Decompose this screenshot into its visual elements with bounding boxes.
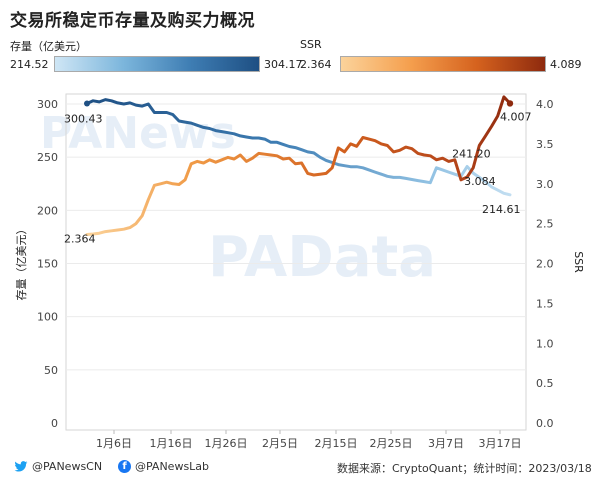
chart-canvas: PANews PAData 0 50 100 150 200 250 300 0.0 0.5 1.0… bbox=[14, 93, 585, 450]
x-tick-label: 1月26日 bbox=[205, 437, 248, 450]
left-axis-title: 存量（亿美元） bbox=[14, 224, 28, 301]
ssr-gradient-bar bbox=[340, 56, 546, 72]
right-tick-label: 3.5 bbox=[536, 138, 554, 151]
x-tick-label: 2月15日 bbox=[315, 437, 358, 450]
ssr-series-line bbox=[85, 95, 512, 236]
facebook-handle[interactable]: f @PANewsLab bbox=[118, 460, 209, 473]
stock-series-line bbox=[85, 98, 512, 197]
right-axis-title: SSR bbox=[572, 251, 585, 273]
data-source: 数据来源：CryptoQuant；统计时间：2023/03/18 bbox=[337, 460, 592, 476]
twitter-handle-text: @PANewsCN bbox=[32, 460, 103, 473]
x-tick-label: 2月5日 bbox=[262, 437, 298, 450]
x-tick-label: 3月7日 bbox=[428, 437, 464, 450]
twitter-handle[interactable]: @PANewsCN bbox=[14, 460, 102, 473]
left-tick-label: 250 bbox=[37, 151, 58, 164]
left-tick-label: 200 bbox=[37, 204, 58, 217]
data-source-text: 数据来源：CryptoQuant；统计时间：2023/03/18 bbox=[337, 462, 592, 475]
data-label: 2.364 bbox=[64, 232, 96, 245]
ssr-end-point bbox=[506, 100, 514, 107]
ssr-legend-name: SSR bbox=[300, 38, 322, 51]
stock-legend-max: 304.17 bbox=[264, 58, 303, 71]
right-tick-label: 4.0 bbox=[536, 98, 554, 111]
plot-frame bbox=[65, 93, 527, 431]
data-label: 4.007 bbox=[500, 110, 532, 123]
x-tick-label: 1月6日 bbox=[96, 437, 132, 450]
right-tick-label: 2.0 bbox=[536, 258, 554, 271]
twitter-icon bbox=[14, 460, 28, 472]
stock-legend-name: 存量（亿美元） bbox=[10, 40, 87, 53]
left-tick-label: 100 bbox=[37, 311, 58, 324]
left-tick-label: 0 bbox=[51, 417, 58, 430]
stock-start-point bbox=[84, 100, 90, 107]
chart-title: 交易所稳定币存量及购买力概况 bbox=[10, 11, 255, 31]
right-tick-label: 1.0 bbox=[536, 337, 554, 350]
data-label: 300.43 bbox=[64, 113, 103, 126]
facebook-icon: f bbox=[118, 460, 131, 473]
right-tick-label: 0.0 bbox=[536, 417, 554, 430]
left-tick-label: 50 bbox=[44, 364, 58, 377]
x-tick-label: 2月25日 bbox=[370, 437, 413, 450]
ssr-legend-max: 4.089 bbox=[550, 58, 582, 71]
facebook-handle-text: @PANewsLab bbox=[135, 460, 210, 473]
left-tick-label: 150 bbox=[37, 258, 58, 271]
x-tick-label: 3月17日 bbox=[479, 437, 522, 450]
ssr-legend-min: 2.364 bbox=[300, 58, 332, 71]
footer: @PANewsCN f @PANewsLab 数据来源：CryptoQuant；… bbox=[0, 456, 596, 480]
right-tick-label: 0.5 bbox=[536, 377, 554, 390]
stock-gradient-bar bbox=[54, 56, 260, 72]
data-label: 214.61 bbox=[482, 203, 521, 216]
watermark-center-text: PAData bbox=[208, 225, 436, 290]
right-tick-label: 3.0 bbox=[536, 178, 554, 191]
right-tick-label: 1.5 bbox=[536, 297, 554, 310]
data-label: 241.20 bbox=[452, 148, 491, 161]
data-label: 3.084 bbox=[464, 175, 496, 188]
stock-legend-min: 214.52 bbox=[10, 58, 49, 71]
left-tick-label: 300 bbox=[37, 98, 58, 111]
watermark: PANews PAData bbox=[40, 108, 436, 290]
right-tick-label: 2.5 bbox=[536, 218, 554, 231]
watermark-top-text: PANews bbox=[40, 108, 236, 159]
x-tick-label: 1月16日 bbox=[150, 437, 193, 450]
